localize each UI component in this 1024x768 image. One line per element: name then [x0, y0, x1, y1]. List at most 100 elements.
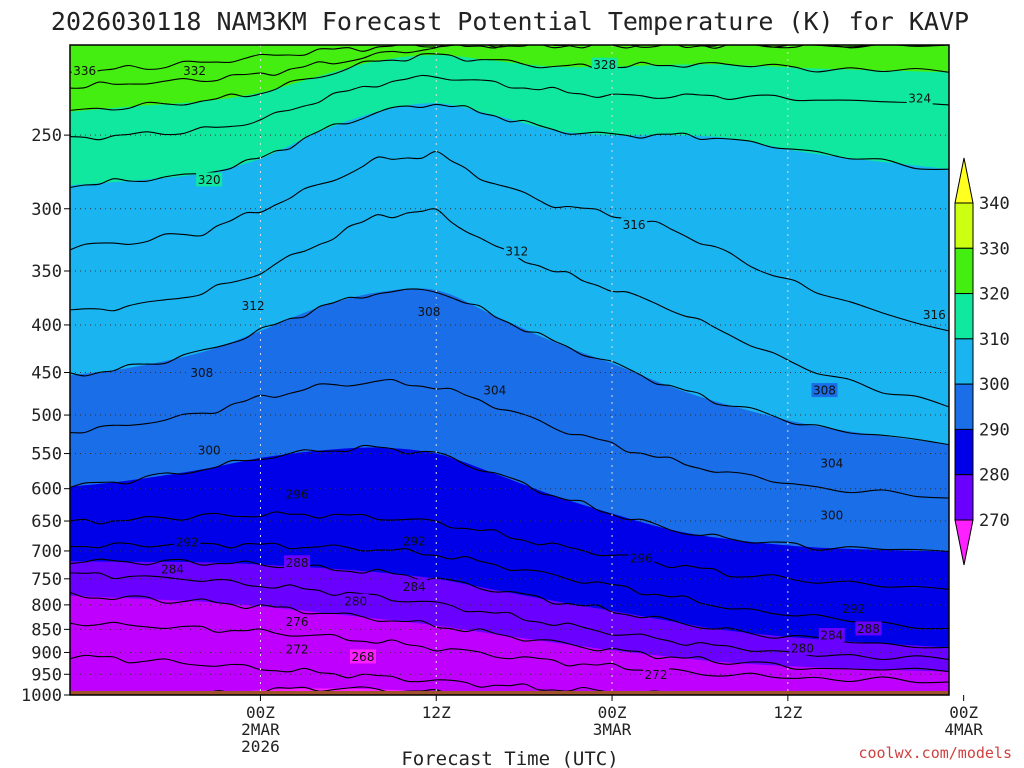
contour-label-bg — [284, 555, 311, 570]
contour-label-bg — [159, 562, 186, 577]
contour-label-text: 316 — [623, 218, 646, 232]
colorbar-tick-label: 340 — [979, 194, 1010, 214]
contour-label-288: 288 — [284, 555, 311, 570]
contour-label-text: 272 — [645, 668, 668, 682]
isentrope-288 — [70, 558, 949, 649]
y-tick-label: 300 — [31, 200, 62, 220]
x-tick-label: 00Z — [598, 703, 627, 722]
isentrope-324 — [70, 74, 949, 141]
contour-label-bg — [415, 304, 442, 319]
contour-label-bg — [840, 601, 867, 616]
contour-label-text: 284 — [820, 629, 843, 643]
contour-label-text: 316 — [923, 308, 946, 322]
contour-label-text: 324 — [908, 91, 931, 105]
contour-label-284: 284 — [818, 628, 845, 643]
contour-label-text: 292 — [176, 536, 199, 550]
contour-label-text: 320 — [198, 173, 221, 187]
contour-label-bg — [811, 383, 838, 398]
contour-label-bg — [643, 667, 669, 682]
contour-label-272: 272 — [643, 667, 669, 682]
colorbar-swatch — [954, 202, 974, 249]
contour-label-text: 268 — [352, 650, 375, 664]
isentrope-labels: 336 332 328 324 320 316 316 312 312 308 308 308 304 3… — [71, 57, 948, 682]
colorbar: 340 330 320 310 300 290 280 270 — [954, 157, 1010, 566]
y-tick-label: 900 — [31, 643, 62, 663]
contour-label-bg — [196, 442, 223, 457]
contour-label-text: 296 — [286, 488, 309, 502]
contour-label-text: 304 — [483, 384, 506, 398]
contour-label-308: 308 — [415, 304, 442, 319]
contour-label-bg — [818, 507, 845, 522]
contour-label-276: 276 — [284, 614, 311, 629]
contour-label-text: 332 — [183, 64, 206, 78]
contour-label-296: 296 — [284, 487, 311, 502]
contour-label-bg — [401, 534, 428, 549]
x-tick-label: 4MAR — [944, 720, 983, 739]
y-tick-label: 550 — [31, 445, 62, 465]
x-tick-label: 2026 — [241, 737, 280, 756]
plot-frame — [69, 44, 950, 696]
colorbar-tick-label: 310 — [979, 330, 1010, 350]
y-tick-label: 950 — [31, 665, 62, 685]
contour-label-bg — [921, 307, 948, 322]
chart-title: 2026030118 NAM3KM Forecast Potential Tem… — [51, 7, 969, 36]
y-tick-label: 600 — [31, 480, 62, 500]
contour-label-308: 308 — [188, 365, 215, 380]
contour-label-bg — [621, 217, 648, 232]
isentrope-284 — [70, 572, 949, 661]
plot-area: 336 332 328 324 320 316 316 312 312 308 308 308 304 3… — [70, 45, 949, 695]
contour-label-text: 312 — [505, 244, 528, 258]
contour-label-bg — [284, 641, 311, 656]
y-tick-label: 500 — [31, 406, 62, 426]
contour-label-text: 304 — [820, 456, 843, 470]
y-tick-label: 650 — [31, 512, 62, 532]
contour-label-292: 292 — [840, 601, 867, 616]
contour-label-text: 280 — [791, 641, 814, 655]
isentrope-336 — [70, 45, 949, 75]
contour-label-296: 296 — [628, 550, 655, 565]
x-tick-label: 3MAR — [593, 720, 632, 739]
contour-label-bg — [818, 628, 845, 643]
contour-label-text: 292 — [842, 602, 865, 616]
contour-label-284: 284 — [159, 562, 186, 577]
contour-label-text: 284 — [403, 580, 426, 594]
isentrope-304 — [70, 378, 949, 499]
contour-label-bg — [196, 172, 223, 187]
contour-label-text: 308 — [190, 366, 213, 380]
contour-label-text: 284 — [161, 563, 184, 577]
contour-label-bg — [350, 649, 376, 664]
colorbar-tick-label: 280 — [979, 466, 1010, 486]
contour-label-bg — [240, 298, 267, 313]
colorbar-swatch — [954, 474, 974, 521]
y-tick-label: 400 — [31, 316, 62, 336]
colorbar-tick-label: 270 — [979, 511, 1010, 531]
contour-label-292: 292 — [401, 534, 428, 549]
contour-label-text: 336 — [73, 64, 96, 78]
isentrope-328 — [70, 53, 949, 111]
isentrope-280 — [70, 591, 949, 673]
isentrope-316 — [70, 150, 949, 332]
contour-label-316: 316 — [621, 217, 648, 232]
y-tick-label: 350 — [31, 262, 62, 282]
contour-label-280: 280 — [342, 593, 369, 608]
contour-label-bg — [174, 535, 201, 550]
x-tick-label: 12Z — [773, 703, 802, 722]
contour-label-text: 280 — [344, 594, 367, 608]
contour-label-bg — [481, 383, 508, 398]
contour-label-bg — [503, 243, 530, 258]
contour-label-268: 268 — [350, 649, 376, 664]
x-tick-label: 2MAR — [241, 720, 280, 739]
ground-below-surface — [70, 691, 949, 695]
contour-label-328: 328 — [591, 57, 618, 72]
credit-text: coolwx.com/models — [858, 744, 1012, 762]
contour-label-288: 288 — [855, 621, 882, 636]
contour-label-text: 308 — [417, 305, 440, 319]
contour-label-text: 292 — [403, 535, 426, 549]
y-tick-label: 700 — [31, 542, 62, 562]
contour-label-300: 300 — [196, 442, 223, 457]
contour-label-text: 296 — [630, 551, 653, 565]
contour-label-272: 272 — [284, 641, 311, 656]
contour-label-text: 300 — [820, 508, 843, 522]
y-tick-label: 750 — [31, 570, 62, 590]
